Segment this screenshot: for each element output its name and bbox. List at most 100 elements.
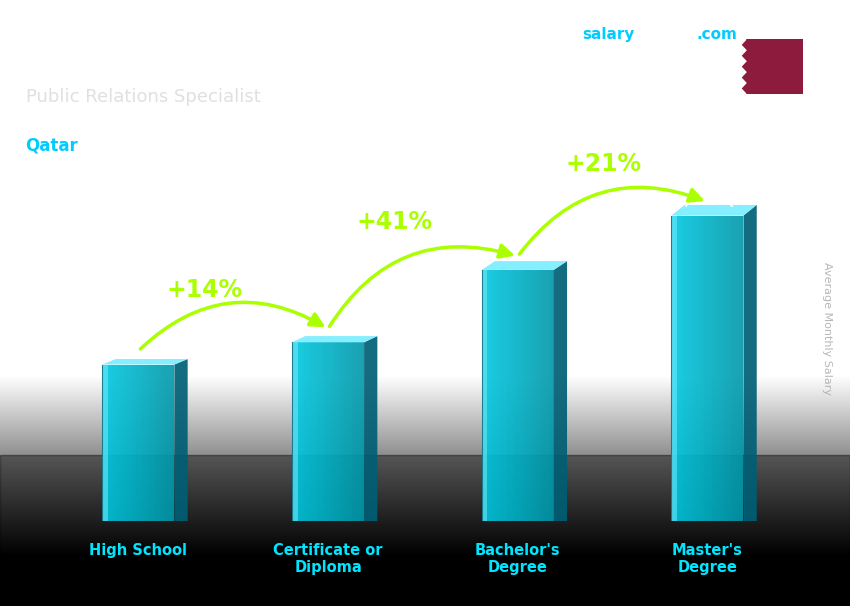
- Bar: [314, 342, 316, 521]
- Bar: [343, 342, 345, 521]
- Bar: [712, 216, 715, 521]
- Bar: [131, 365, 133, 521]
- Bar: [695, 216, 698, 521]
- Bar: [292, 342, 294, 521]
- Bar: [320, 342, 323, 521]
- Bar: [678, 216, 681, 521]
- Bar: [306, 342, 309, 521]
- Bar: [518, 270, 520, 521]
- Polygon shape: [744, 205, 756, 521]
- Bar: [732, 216, 734, 521]
- Bar: [114, 365, 116, 521]
- Bar: [674, 216, 677, 521]
- Bar: [136, 365, 139, 521]
- Bar: [311, 342, 314, 521]
- Text: Public Relations Specialist: Public Relations Specialist: [26, 88, 260, 106]
- Bar: [361, 342, 364, 521]
- Bar: [299, 342, 302, 521]
- Bar: [672, 216, 677, 521]
- Bar: [552, 270, 553, 521]
- Bar: [172, 365, 174, 521]
- Bar: [157, 365, 160, 521]
- Bar: [741, 216, 744, 521]
- Bar: [119, 365, 122, 521]
- Text: +14%: +14%: [167, 278, 243, 302]
- Text: Salary Comparison By Education: Salary Comparison By Education: [26, 27, 558, 55]
- Bar: [110, 365, 112, 521]
- Bar: [700, 216, 703, 521]
- Bar: [348, 342, 349, 521]
- Text: .com: .com: [696, 27, 737, 42]
- Bar: [162, 365, 165, 521]
- Bar: [693, 216, 695, 521]
- Bar: [297, 342, 299, 521]
- Bar: [160, 365, 162, 521]
- Bar: [532, 270, 535, 521]
- Bar: [527, 270, 530, 521]
- Bar: [105, 365, 107, 521]
- Bar: [102, 365, 108, 521]
- Bar: [328, 342, 331, 521]
- Bar: [148, 365, 150, 521]
- Bar: [294, 342, 297, 521]
- Bar: [150, 365, 153, 521]
- Bar: [165, 365, 167, 521]
- Text: +41%: +41%: [356, 210, 433, 235]
- Text: Average Monthly Salary: Average Monthly Salary: [822, 262, 832, 395]
- Bar: [169, 365, 172, 521]
- Bar: [513, 270, 515, 521]
- Bar: [153, 365, 156, 521]
- Bar: [523, 270, 525, 521]
- Bar: [703, 216, 705, 521]
- Bar: [672, 216, 674, 521]
- Polygon shape: [292, 336, 377, 342]
- Bar: [736, 216, 739, 521]
- Bar: [112, 365, 114, 521]
- Text: +21%: +21%: [565, 152, 641, 176]
- Bar: [116, 365, 119, 521]
- Bar: [690, 216, 693, 521]
- Bar: [705, 216, 707, 521]
- Bar: [141, 365, 143, 521]
- Bar: [491, 270, 494, 521]
- Bar: [319, 342, 320, 521]
- Bar: [304, 342, 306, 521]
- Bar: [340, 342, 343, 521]
- Bar: [156, 365, 157, 521]
- Bar: [127, 365, 128, 521]
- Bar: [540, 270, 541, 521]
- Polygon shape: [727, 39, 803, 94]
- Bar: [494, 270, 496, 521]
- Bar: [717, 216, 719, 521]
- Bar: [482, 270, 487, 521]
- Bar: [537, 270, 540, 521]
- Text: 13,500 QAR: 13,500 QAR: [666, 194, 757, 208]
- Bar: [143, 365, 145, 521]
- Bar: [145, 365, 148, 521]
- Bar: [739, 216, 741, 521]
- Bar: [734, 216, 736, 521]
- Bar: [496, 270, 498, 521]
- Bar: [357, 342, 360, 521]
- Text: 7,900 QAR: 7,900 QAR: [291, 321, 373, 335]
- Text: 11,100 QAR: 11,100 QAR: [475, 248, 568, 262]
- Polygon shape: [364, 336, 377, 521]
- Bar: [316, 342, 319, 521]
- Text: Qatar: Qatar: [26, 136, 78, 155]
- Bar: [520, 270, 523, 521]
- Bar: [541, 270, 544, 521]
- Bar: [124, 365, 127, 521]
- Bar: [331, 342, 333, 521]
- Polygon shape: [727, 39, 746, 94]
- Bar: [544, 270, 547, 521]
- Bar: [506, 270, 508, 521]
- Bar: [486, 270, 489, 521]
- Polygon shape: [482, 261, 567, 270]
- Bar: [698, 216, 700, 521]
- Polygon shape: [553, 261, 567, 521]
- Bar: [729, 216, 732, 521]
- Text: explorer: explorer: [635, 27, 707, 42]
- Polygon shape: [102, 359, 188, 365]
- Bar: [107, 365, 110, 521]
- Bar: [484, 270, 486, 521]
